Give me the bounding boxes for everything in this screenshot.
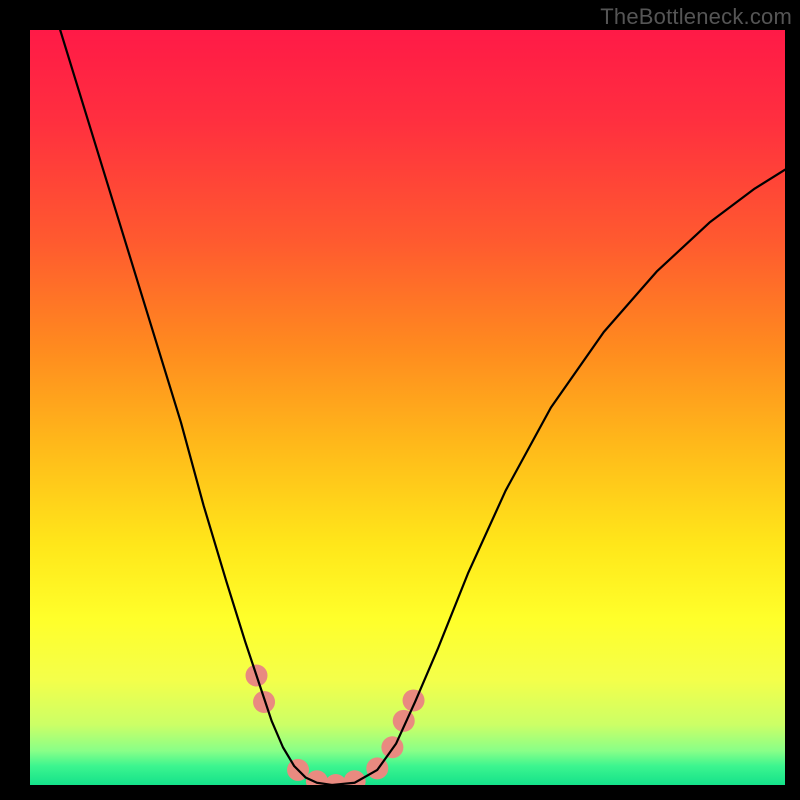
chart-container: TheBottleneck.com	[0, 0, 800, 800]
bottleneck-curve-chart	[30, 30, 785, 785]
watermark-text: TheBottleneck.com	[600, 4, 792, 30]
data-marker	[403, 689, 425, 711]
data-marker	[253, 691, 275, 713]
plot-area	[30, 30, 785, 785]
gradient-background	[30, 30, 785, 785]
